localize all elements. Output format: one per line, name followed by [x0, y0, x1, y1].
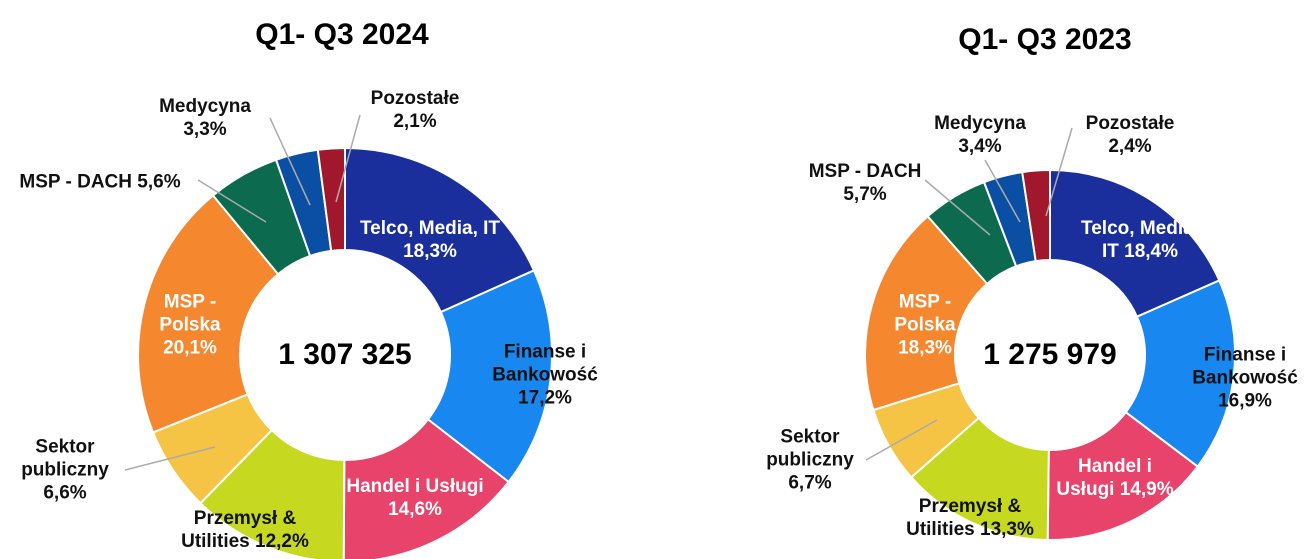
leader-line — [335, 114, 361, 203]
slice-label: Handel i Usługi 14,9% — [1055, 455, 1175, 501]
slice-label: Sektor publiczny 6,6% — [15, 436, 115, 505]
slice-label: MSP - Polska 18,3% — [870, 291, 980, 360]
value-label: 3,4% — [958, 136, 1002, 157]
value-label: 14,6% — [388, 499, 442, 520]
donut-slice — [1124, 279, 1236, 468]
category-label: MSP - Polska — [894, 291, 956, 336]
value-label: 14,9% — [1119, 479, 1174, 500]
slice-label: Przemysł & Utilities 13,3% — [905, 495, 1035, 541]
category-label: Finanse i Bankowość — [492, 341, 598, 386]
value-label: 5,6% — [137, 171, 181, 193]
value-label: 17,2% — [518, 387, 572, 409]
value-label: 6,6% — [43, 482, 87, 504]
chart-title: Q1- Q3 2023 — [958, 23, 1132, 56]
value-label: 5,7% — [843, 184, 887, 205]
category-label: Medycyna — [934, 113, 1026, 134]
value-label: 13,3% — [980, 519, 1034, 540]
category-label: Telco, Media, IT — [359, 218, 501, 239]
category-label: MSP - DACH — [808, 161, 922, 182]
value-label: 2,4% — [1108, 136, 1152, 157]
center-total: 1 307 325 — [278, 338, 412, 371]
category-label: MSP - Polska — [159, 291, 221, 336]
slice-label: MSP - DACH 5,7% — [800, 160, 930, 206]
slice-label: Przemysł & Utilities 12,2% — [170, 507, 320, 553]
value-label: 18,3% — [403, 241, 457, 262]
donut-slice — [426, 269, 553, 484]
category-label: Sektor publiczny — [21, 436, 109, 481]
donut-slice — [1046, 410, 1199, 541]
slice-label: Telco, Media, IT 18,4% — [1080, 217, 1200, 263]
leader-line — [124, 446, 216, 471]
value-label: 18,4% — [1124, 241, 1179, 262]
slice-label: Medycyna 3,3% — [155, 95, 255, 141]
value-label: 12,2% — [255, 531, 309, 552]
category-label: Pozostałe — [370, 88, 460, 109]
slice-label: Pozostałe 2,4% — [1080, 112, 1180, 158]
slice-label: Telco, Media, IT 18,3% — [355, 217, 505, 263]
slice-label: MSP - DACH 5,6% — [0, 171, 200, 194]
slice-label: Finanse i Bankowość 17,2% — [480, 341, 610, 410]
category-label: Finanse i Bankowość — [1192, 344, 1298, 389]
value-label: 20,1% — [163, 337, 217, 359]
donut-slice — [1021, 168, 1051, 263]
center-total: 1 275 979 — [983, 338, 1117, 371]
slice-label: Medycyna 3,4% — [930, 112, 1030, 158]
donut-slice — [1049, 168, 1221, 319]
leader-line — [269, 117, 311, 206]
slice-label: Handel i Usługi 14,6% — [345, 475, 485, 521]
category-label: Pozostałe — [1085, 113, 1175, 134]
value-label: 16,9% — [1218, 390, 1272, 412]
category-label: Medycyna — [159, 96, 251, 117]
donut-slice — [344, 146, 536, 314]
donut-slice — [316, 146, 346, 253]
leader-line — [865, 419, 938, 461]
leader-line — [924, 179, 991, 236]
slice-label: Pozostałe 2,1% — [365, 87, 465, 133]
category-label: Handel i Usługi — [346, 476, 484, 497]
category-label: MSP - DACH — [19, 171, 132, 193]
category-label: Przemysł & Utilities — [181, 508, 297, 552]
donut-slice — [137, 194, 280, 434]
leader-line — [984, 159, 1021, 223]
donut-slice — [864, 214, 989, 412]
chart-title: Q1- Q3 2024 — [255, 18, 429, 51]
value-label: 18,3% — [898, 337, 952, 359]
category-label: Sektor publiczny — [766, 426, 854, 471]
donut-slice — [342, 417, 510, 559]
value-label: 2,1% — [393, 111, 437, 132]
leader-line — [1045, 127, 1073, 217]
category-label: Handel i Usługi — [1056, 456, 1152, 500]
leader-line — [197, 179, 267, 223]
slice-label: Finanse i Bankowość 16,9% — [1180, 344, 1307, 413]
value-label: 6,7% — [788, 472, 832, 494]
slice-label: MSP - Polska 20,1% — [135, 291, 245, 360]
slice-label: Sektor publiczny 6,7% — [760, 426, 860, 495]
value-label: 3,3% — [183, 119, 227, 140]
category-label: Przemysł & Utilities — [906, 496, 1022, 540]
category-label: Telco, Media, IT — [1081, 218, 1199, 262]
